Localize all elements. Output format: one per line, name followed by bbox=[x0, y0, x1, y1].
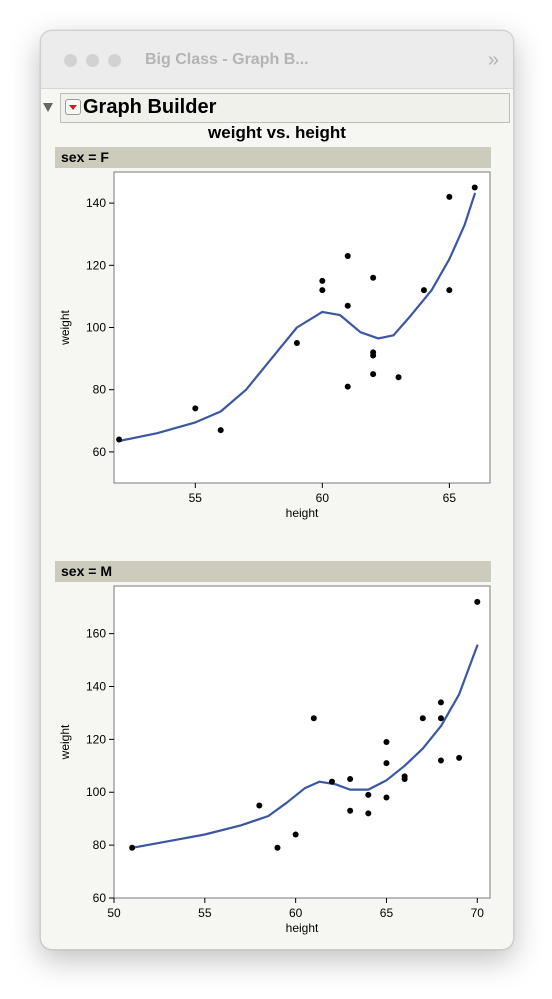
data-point[interactable] bbox=[420, 287, 427, 294]
data-point[interactable] bbox=[437, 699, 444, 706]
data-point[interactable] bbox=[456, 754, 463, 761]
y-tick-label: 120 bbox=[86, 258, 106, 272]
y-tick-label: 60 bbox=[93, 891, 107, 905]
double-chevron-right-icon[interactable]: » bbox=[487, 49, 499, 71]
x-tick-label: 55 bbox=[189, 491, 203, 505]
plot-frame-male bbox=[113, 585, 491, 899]
y-tick-label: 120 bbox=[86, 732, 106, 746]
data-point[interactable] bbox=[474, 598, 481, 605]
data-point[interactable] bbox=[401, 776, 408, 783]
data-point[interactable] bbox=[328, 778, 335, 785]
data-point[interactable] bbox=[383, 794, 390, 801]
data-point[interactable] bbox=[446, 193, 453, 200]
graph-builder-outline-header: Graph Builder bbox=[43, 93, 510, 123]
y-tick-label: 140 bbox=[86, 679, 106, 693]
y-tick-label: 100 bbox=[86, 785, 106, 799]
data-point[interactable] bbox=[370, 274, 377, 281]
data-point[interactable] bbox=[471, 184, 478, 191]
data-point[interactable] bbox=[192, 405, 199, 412]
graph-builder-title-box: Graph Builder bbox=[60, 93, 510, 123]
data-point[interactable] bbox=[129, 844, 136, 851]
data-point[interactable] bbox=[365, 791, 372, 798]
data-point[interactable] bbox=[347, 807, 354, 814]
x-axis-title: height bbox=[286, 921, 319, 935]
window-titlebar[interactable]: Big Class - Graph B... » bbox=[41, 31, 513, 89]
red-triangle-menu-icon[interactable] bbox=[65, 99, 81, 115]
data-point[interactable] bbox=[370, 352, 377, 359]
data-point[interactable] bbox=[370, 371, 377, 378]
data-point[interactable] bbox=[292, 831, 299, 838]
data-point[interactable] bbox=[383, 760, 390, 767]
data-point[interactable] bbox=[344, 302, 351, 309]
y-tick-label: 160 bbox=[86, 627, 106, 641]
data-point[interactable] bbox=[217, 427, 224, 434]
scatter-plot-female: 60 80 100 120 140 55 60 65 height weight bbox=[58, 171, 491, 520]
panel-header-male: sex = M bbox=[55, 561, 491, 582]
x-tick-label: 55 bbox=[198, 906, 212, 920]
y-tick-label: 60 bbox=[93, 445, 107, 459]
graph-builder-title: Graph Builder bbox=[83, 96, 217, 118]
y-axis-title: weight bbox=[58, 724, 72, 760]
data-point[interactable] bbox=[383, 739, 390, 745]
zoom-window-button[interactable] bbox=[108, 54, 121, 67]
y-axis-title: weight bbox=[58, 309, 72, 345]
smoother-line-male bbox=[131, 644, 479, 849]
x-tick-label: 65 bbox=[443, 491, 457, 505]
data-point[interactable] bbox=[347, 776, 354, 783]
data-point[interactable] bbox=[319, 287, 326, 294]
data-point[interactable] bbox=[365, 810, 372, 817]
smoother-line-female bbox=[118, 192, 476, 443]
data-point[interactable] bbox=[446, 287, 453, 294]
plot-frame-female bbox=[113, 171, 491, 484]
x-tick-label: 65 bbox=[380, 906, 394, 920]
data-point[interactable] bbox=[293, 340, 300, 347]
panel-header-female: sex = F bbox=[55, 147, 491, 168]
data-point[interactable] bbox=[437, 715, 444, 722]
y-tick-label: 80 bbox=[93, 838, 107, 852]
window-title: Big Class - Graph B... bbox=[145, 51, 309, 68]
x-axis-title: height bbox=[286, 506, 319, 520]
y-tick-label: 140 bbox=[86, 196, 106, 210]
y-tick-label: 100 bbox=[86, 321, 106, 335]
x-tick-label: 60 bbox=[289, 906, 303, 920]
close-window-button[interactable] bbox=[64, 54, 77, 67]
data-point[interactable] bbox=[310, 715, 317, 722]
x-tick-label: 50 bbox=[107, 906, 121, 920]
data-point[interactable] bbox=[256, 802, 263, 809]
data-point[interactable] bbox=[437, 757, 444, 764]
scatter-plot-male: 60 80 100 120 140 160 50 55 60 65 70 height weight bbox=[58, 585, 491, 935]
x-tick-label: 70 bbox=[471, 906, 485, 920]
minimize-window-button[interactable] bbox=[86, 54, 99, 67]
disclosure-triangle-icon[interactable] bbox=[43, 103, 53, 112]
y-tick-label: 80 bbox=[93, 383, 107, 397]
data-point[interactable] bbox=[274, 844, 281, 851]
x-tick-label: 60 bbox=[316, 491, 330, 505]
data-point[interactable] bbox=[395, 374, 402, 381]
graph-builder-window: Big Class - Graph B... » Graph Builder w… bbox=[40, 30, 514, 950]
data-point[interactable] bbox=[319, 277, 326, 284]
data-point[interactable] bbox=[344, 252, 351, 259]
chart-title: weight vs. height bbox=[208, 123, 346, 142]
data-point[interactable] bbox=[419, 715, 426, 722]
data-point[interactable] bbox=[116, 436, 123, 443]
data-point[interactable] bbox=[344, 383, 351, 390]
